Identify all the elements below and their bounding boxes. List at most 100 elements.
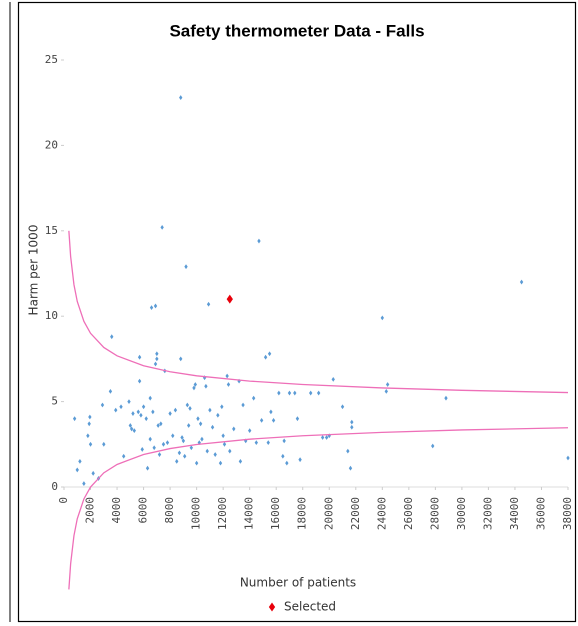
y-tick-label: 10 (45, 309, 58, 322)
y-tick-label: 25 (45, 53, 58, 66)
data-point (331, 376, 335, 382)
data-point (122, 453, 126, 459)
y-tick-label: 5 (51, 395, 58, 408)
x-tick-label: 2000 (84, 497, 97, 524)
data-point (183, 453, 187, 459)
data-point (324, 435, 329, 440)
data-point (228, 448, 232, 454)
data-point (241, 402, 245, 408)
y-tick-label: 20 (45, 138, 58, 151)
x-axis-label: Number of patients (240, 576, 356, 590)
control-limit (68, 427, 569, 590)
legend-marker (268, 602, 276, 612)
y-tick-label: 15 (45, 224, 58, 237)
x-tick-label: 8000 (163, 497, 176, 524)
data-point (380, 315, 384, 321)
x-tick-label: 6000 (137, 497, 150, 524)
x-tick-label: 34000 (508, 497, 521, 530)
data-point (179, 95, 183, 100)
data-point (350, 424, 354, 430)
data-point (196, 416, 200, 422)
data-point (175, 458, 179, 464)
data-point (431, 443, 435, 449)
data-point (208, 407, 212, 413)
data-point (140, 447, 144, 452)
x-tick-label: 26000 (402, 497, 415, 530)
data-point (298, 457, 302, 463)
data-point (148, 436, 152, 442)
data-point (141, 404, 146, 410)
data-point (129, 426, 134, 432)
data-point (100, 402, 105, 408)
data-point (444, 395, 448, 401)
data-point (218, 460, 223, 466)
data-point (161, 441, 166, 447)
data-point (165, 440, 170, 445)
data-point (384, 388, 388, 394)
data-point (72, 416, 77, 422)
data-point (193, 382, 197, 387)
x-tick-label: 24000 (375, 497, 388, 530)
x-tick-label: 36000 (534, 497, 547, 530)
data-point (346, 448, 350, 454)
x-tick-label: 20000 (322, 497, 335, 530)
data-point (151, 409, 155, 415)
data-point (213, 452, 217, 457)
x-tick-label: 12000 (216, 497, 229, 530)
data-point (220, 404, 224, 410)
data-point (189, 445, 194, 451)
data-point (185, 402, 190, 408)
data-point (566, 455, 570, 461)
data-point (254, 440, 258, 445)
data-point (194, 460, 199, 466)
data-point (75, 467, 79, 473)
data-point (206, 301, 211, 307)
y-axis-label: Harm per 1000 (27, 225, 41, 316)
data-point (271, 417, 276, 423)
data-point (156, 423, 160, 428)
data-point (144, 416, 148, 422)
data-point (222, 441, 227, 447)
x-tick-label: 22000 (349, 497, 362, 530)
data-point (282, 438, 286, 444)
data-point (102, 441, 106, 447)
data-point (88, 414, 92, 420)
data-point (91, 470, 95, 476)
data-point (88, 441, 93, 447)
data-point (232, 426, 236, 432)
x-tick-label: 10000 (190, 497, 203, 530)
data-point (267, 351, 272, 357)
data-point (269, 409, 273, 415)
data-point (132, 428, 136, 434)
data-point (157, 452, 162, 457)
data-point (259, 417, 264, 423)
data-point (266, 440, 270, 445)
data-point (287, 390, 292, 396)
data-point (216, 412, 220, 418)
chart-title: Safety thermometer Data - Falls (169, 21, 424, 40)
x-tick-label: 18000 (296, 497, 309, 530)
data-point (295, 416, 300, 422)
data-point (119, 404, 123, 410)
data-point (128, 423, 132, 428)
data-point (186, 423, 191, 428)
data-point (519, 279, 524, 285)
data-point (148, 395, 152, 401)
data-point (181, 438, 186, 444)
data-point (277, 390, 281, 396)
data-point (205, 448, 209, 454)
data-point (145, 465, 150, 471)
data-point (149, 305, 154, 311)
data-point (225, 373, 229, 379)
data-point (285, 460, 289, 466)
x-tick-label: 14000 (243, 497, 256, 530)
data-point (350, 419, 354, 425)
data-point (153, 303, 158, 309)
data-point (114, 407, 118, 413)
data-point (180, 435, 184, 440)
data-point (221, 433, 225, 439)
data-point (179, 356, 183, 362)
data-point (171, 433, 175, 439)
data-point (293, 390, 297, 396)
data-point (108, 388, 113, 394)
